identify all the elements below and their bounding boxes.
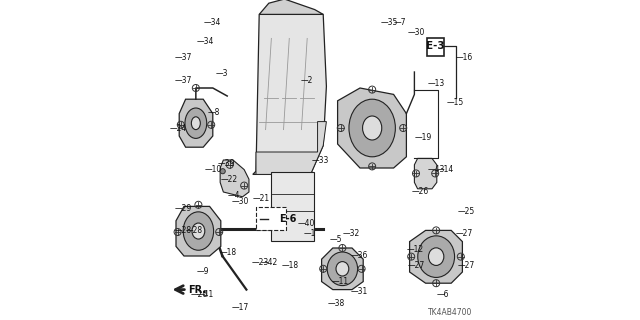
Text: —10: —10 xyxy=(205,165,222,174)
Text: —5: —5 xyxy=(330,236,342,244)
Text: —20: —20 xyxy=(191,290,207,299)
Text: —1: —1 xyxy=(304,229,316,238)
Ellipse shape xyxy=(349,99,396,157)
Ellipse shape xyxy=(362,116,382,140)
Text: —17: —17 xyxy=(232,303,249,312)
Text: —39: —39 xyxy=(218,159,235,168)
Text: —34: —34 xyxy=(197,37,214,46)
Text: —7: —7 xyxy=(394,18,406,27)
Text: —12: —12 xyxy=(406,245,424,254)
Text: —27: —27 xyxy=(456,229,473,238)
Text: —3: —3 xyxy=(216,69,228,78)
Polygon shape xyxy=(259,0,323,14)
Text: —14: —14 xyxy=(437,165,454,174)
Text: —32: —32 xyxy=(342,229,360,238)
Polygon shape xyxy=(415,158,437,189)
Text: —11: —11 xyxy=(332,277,348,286)
Ellipse shape xyxy=(336,262,349,276)
Text: —22: —22 xyxy=(221,175,238,184)
Ellipse shape xyxy=(191,117,200,130)
Text: —4: —4 xyxy=(227,191,240,200)
Text: —6: —6 xyxy=(437,290,449,299)
Text: —34: —34 xyxy=(204,18,221,27)
Text: —23: —23 xyxy=(251,258,268,267)
Text: TK4AB4700: TK4AB4700 xyxy=(428,308,472,317)
Ellipse shape xyxy=(183,212,214,250)
Ellipse shape xyxy=(192,223,205,239)
Text: —26: —26 xyxy=(412,188,428,196)
Text: —2: —2 xyxy=(301,76,313,84)
FancyBboxPatch shape xyxy=(271,172,314,241)
Text: —42: —42 xyxy=(261,258,278,267)
Polygon shape xyxy=(176,206,221,256)
Text: —31: —31 xyxy=(351,287,367,296)
Polygon shape xyxy=(253,10,326,174)
FancyBboxPatch shape xyxy=(256,207,285,230)
Polygon shape xyxy=(220,160,249,197)
Text: —33: —33 xyxy=(312,156,330,164)
Text: —18: —18 xyxy=(219,248,236,257)
Text: —16: —16 xyxy=(456,53,473,62)
Polygon shape xyxy=(179,99,212,147)
Polygon shape xyxy=(338,88,406,168)
Text: —25: —25 xyxy=(458,207,475,216)
Circle shape xyxy=(220,169,225,174)
Text: —41: —41 xyxy=(197,290,214,299)
Text: —40: —40 xyxy=(298,220,315,228)
Text: —28: —28 xyxy=(174,226,191,235)
FancyBboxPatch shape xyxy=(427,38,445,56)
Ellipse shape xyxy=(185,108,207,139)
Polygon shape xyxy=(410,230,463,283)
Text: —24: —24 xyxy=(170,124,187,132)
Text: —28: —28 xyxy=(186,226,203,235)
Ellipse shape xyxy=(418,236,454,277)
Text: —35: —35 xyxy=(381,18,398,27)
Text: —29: —29 xyxy=(174,204,191,212)
Text: —30: —30 xyxy=(408,28,426,36)
Text: —37: —37 xyxy=(174,53,192,62)
Text: —38: —38 xyxy=(328,300,345,308)
Text: —8: —8 xyxy=(208,108,220,116)
Text: —13: —13 xyxy=(428,79,444,88)
Text: —43: —43 xyxy=(428,165,445,174)
Text: —37: —37 xyxy=(174,76,192,84)
Text: —27: —27 xyxy=(408,261,425,270)
Text: E-3: E-3 xyxy=(426,41,445,52)
Text: —15: —15 xyxy=(447,98,463,107)
Text: E-6: E-6 xyxy=(279,214,296,224)
Text: FR.: FR. xyxy=(188,284,206,295)
Text: —27: —27 xyxy=(458,261,475,270)
Text: —30: —30 xyxy=(232,197,250,206)
Text: —21: —21 xyxy=(253,194,270,203)
Ellipse shape xyxy=(327,252,358,286)
Text: —19: —19 xyxy=(415,133,431,142)
Polygon shape xyxy=(322,248,364,290)
Text: —36: —36 xyxy=(351,252,368,260)
Polygon shape xyxy=(256,122,326,174)
Text: —18: —18 xyxy=(282,261,299,270)
Ellipse shape xyxy=(429,248,444,266)
Text: —9: —9 xyxy=(197,268,209,276)
